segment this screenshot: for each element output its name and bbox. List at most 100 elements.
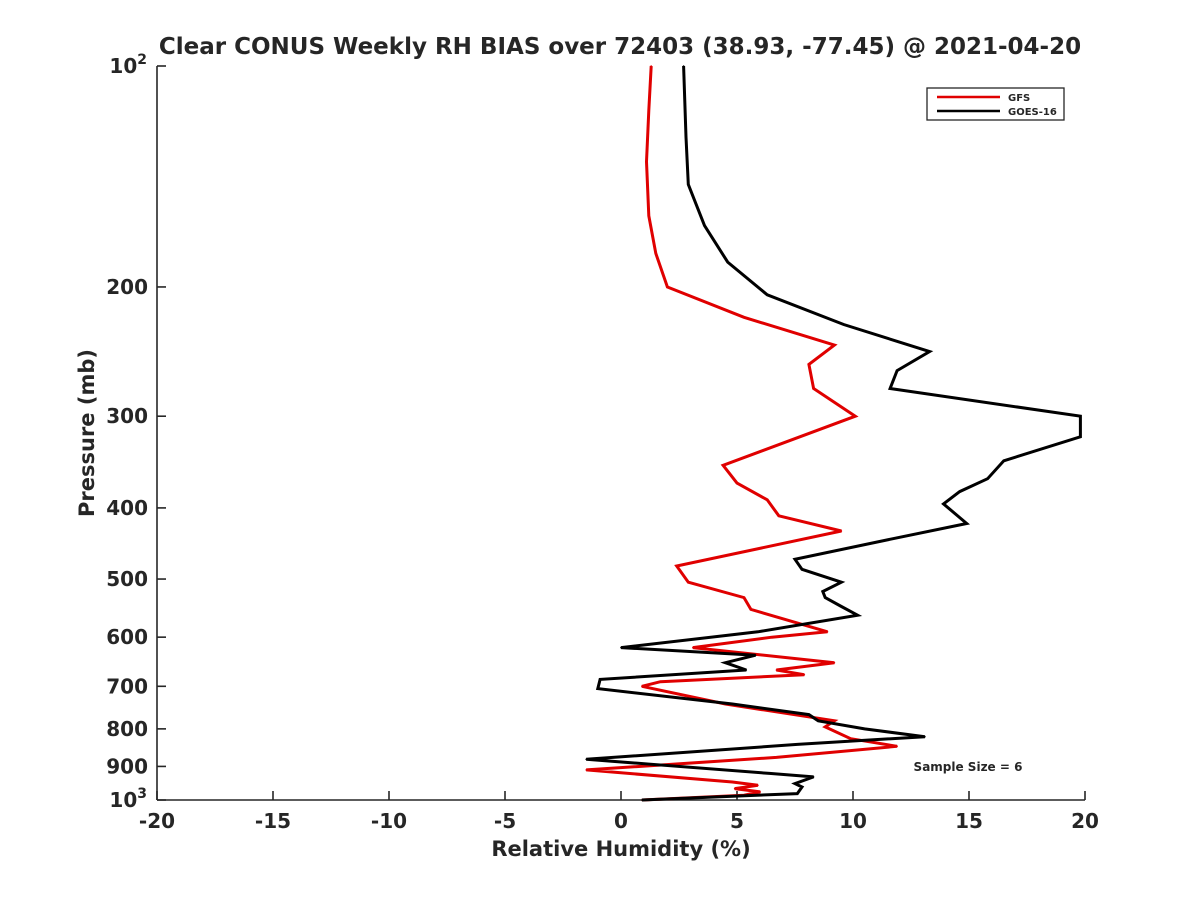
data-point-gfs (666, 286, 669, 288)
data-point-goes-16 (817, 720, 819, 722)
data-point-goes-16 (682, 65, 685, 67)
y-tick-label: 600 (106, 625, 148, 649)
data-point-goes-16 (958, 490, 961, 493)
chart-title: Clear CONUS Weekly RH BIAS over 72403 (3… (159, 34, 1081, 60)
y-tick-label: 400 (106, 496, 148, 520)
data-point-goes-16 (808, 713, 810, 716)
data-point-gfs (826, 631, 829, 633)
x-tick-label: -15 (255, 809, 291, 833)
data-point-goes-16 (766, 294, 768, 296)
data-point-goes-16 (745, 669, 748, 671)
data-point-goes-16 (1079, 436, 1082, 438)
data-point-gfs (659, 680, 662, 683)
data-point-gfs (692, 646, 694, 649)
legend-label-goes-16: GOES-16 (1008, 107, 1057, 118)
y-tick-label: 102 (109, 52, 147, 78)
data-point-goes-16 (641, 799, 643, 801)
data-point-goes-16 (597, 687, 599, 690)
data-point-gfs (585, 769, 587, 771)
x-tick-label: -10 (371, 809, 407, 833)
legend-box (926, 87, 1065, 121)
data-point-goes-16 (896, 369, 898, 372)
series-gfs (585, 65, 898, 802)
data-point-goes-16 (986, 477, 989, 480)
data-point-gfs (736, 482, 738, 484)
data-point-gfs (896, 745, 898, 748)
data-point-goes-16 (685, 136, 687, 138)
data-point-gfs (775, 669, 778, 671)
data-point-goes-16 (840, 605, 843, 608)
data-point-goes-16 (726, 261, 729, 263)
data-point-goes-16 (889, 387, 891, 390)
data-point-gfs (675, 565, 678, 567)
data-point-goes-16 (942, 503, 945, 505)
data-point-goes-16 (965, 522, 968, 525)
y-tick-label: 800 (106, 717, 148, 741)
data-point-goes-16 (794, 558, 796, 561)
x-tick-label: 5 (730, 809, 744, 833)
data-point-gfs (812, 387, 815, 390)
data-point-gfs (645, 160, 648, 163)
data-point-gfs (808, 363, 810, 366)
data-point-gfs (648, 109, 650, 112)
data-point-goes-16 (794, 782, 796, 785)
legend-label-gfs: GFS (1008, 93, 1030, 104)
data-point-gfs (743, 316, 745, 319)
x-tick-label: -5 (494, 809, 516, 833)
series-layer (585, 65, 1082, 802)
data-point-goes-16 (801, 786, 803, 788)
x-tick-label: -20 (139, 809, 175, 833)
data-point-gfs (731, 781, 734, 783)
data-point-goes-16 (757, 631, 759, 633)
data-point-gfs (849, 737, 852, 740)
data-point-goes-16 (585, 758, 587, 761)
data-point-gfs (833, 661, 836, 664)
y-axis-label: Pressure (mb) (75, 349, 99, 517)
data-point-gfs (733, 787, 736, 790)
data-point-gfs (803, 673, 806, 676)
y-tick-label: 103 (109, 786, 147, 812)
data-point-goes-16 (1003, 460, 1005, 462)
data-point-gfs (648, 215, 650, 217)
data-point-gfs (854, 415, 857, 418)
data-point-goes-16 (731, 703, 734, 705)
sample-size-annotation: Sample Size = 6 (914, 760, 1023, 774)
data-point-gfs (655, 252, 657, 255)
legend: GFS GOES-16 (926, 87, 1065, 121)
data-point-goes-16 (894, 537, 896, 540)
data-point-gfs (757, 784, 759, 787)
data-point-gfs (759, 791, 761, 793)
data-point-gfs (824, 726, 826, 728)
data-point-goes-16 (842, 323, 845, 326)
data-point-gfs (775, 756, 778, 759)
data-point-goes-16 (768, 772, 771, 775)
y-tick-label: 300 (106, 404, 148, 428)
data-point-gfs (766, 499, 768, 501)
data-point-goes-16 (796, 792, 799, 795)
x-tick-label: 20 (1071, 809, 1099, 833)
data-point-gfs (778, 515, 780, 517)
series-goes-16 (585, 65, 1082, 802)
data-point-gfs (687, 581, 690, 583)
data-point-goes-16 (863, 728, 866, 730)
data-point-goes-16 (812, 776, 815, 778)
data-point-gfs (840, 530, 843, 532)
data-point-goes-16 (928, 350, 931, 353)
data-point-goes-16 (703, 224, 706, 227)
data-point-goes-16 (620, 646, 622, 649)
data-point-gfs (750, 608, 752, 611)
data-point-gfs (722, 464, 724, 467)
x-tick-label: 0 (614, 809, 628, 833)
data-point-goes-16 (824, 596, 826, 599)
x-axis-label: Relative Humidity (%) (491, 837, 750, 861)
y-tick-label: 700 (106, 674, 148, 698)
data-point-goes-16 (840, 581, 843, 583)
data-point-goes-16 (724, 661, 727, 664)
data-point-goes-16 (856, 614, 859, 616)
data-point-gfs (743, 596, 745, 599)
y-tick-label: 200 (106, 275, 148, 299)
x-tick-label: 15 (955, 809, 983, 833)
y-tick-label: 900 (106, 754, 148, 778)
